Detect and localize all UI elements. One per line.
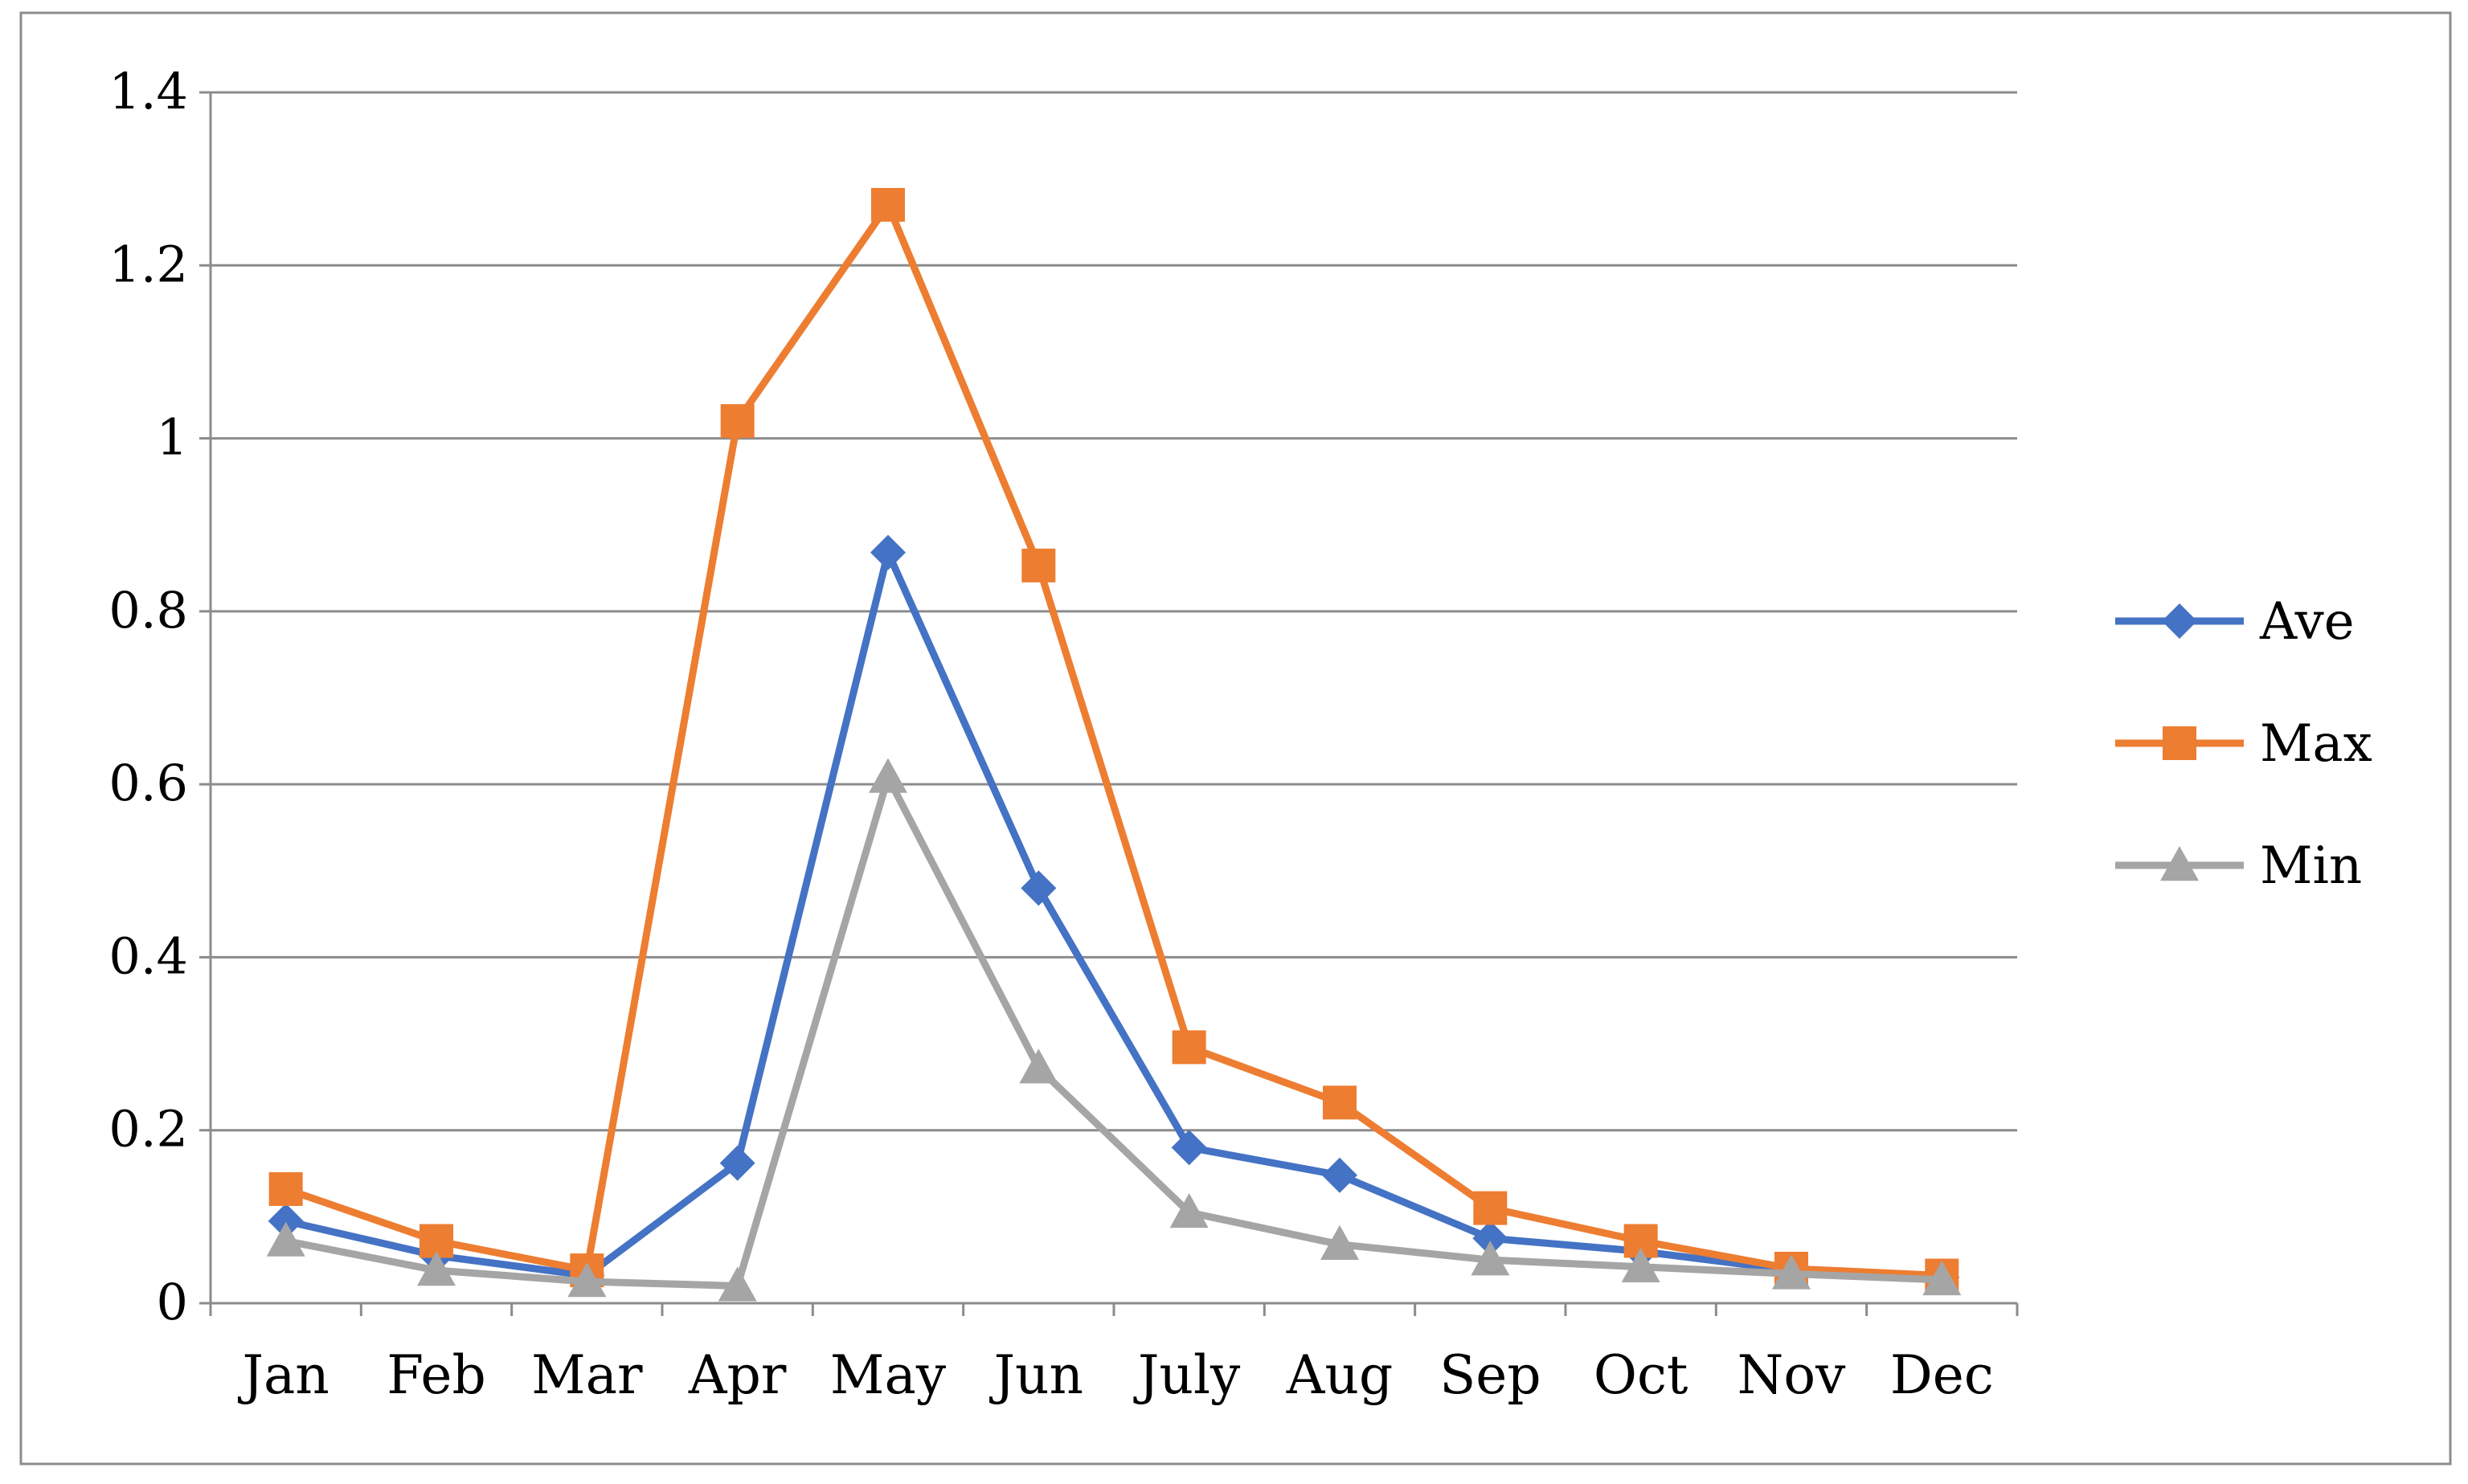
legend-marker-min [2160,846,2199,881]
y-tick-label: 0.4 [108,926,188,985]
point-max-aug [1323,1085,1357,1120]
y-tick-label: 1.2 [108,235,188,293]
x-tick-label-may: May [830,1344,947,1406]
point-ave-may [870,534,906,570]
x-tick-label-oct: Oct [1594,1344,1688,1406]
point-min-mar [567,1262,607,1298]
point-min-feb [417,1251,456,1286]
legend-item-max: Max [2115,714,2372,774]
y-tick-label: 0.8 [108,581,188,640]
point-ave-aug [1322,1157,1357,1193]
legend-marker-ave [2162,603,2197,639]
point-max-apr [720,404,755,439]
point-min-oct [1621,1247,1660,1282]
legend-item-min: Min [2115,836,2362,896]
x-tick-label-july: July [1133,1344,1241,1406]
series-line-max [284,201,1942,1280]
y-tick-label: 0.2 [108,1100,188,1159]
series-lines [266,187,1962,1302]
point-min-dec [1922,1260,1962,1296]
y-tick-labels: 0 0.2 0.4 0.6 0.8 1 1.2 1.4 [108,62,188,1331]
x-tick-label-nov: Nov [1737,1344,1846,1406]
point-max-jan [268,1171,303,1206]
point-min-jun [1019,1049,1058,1084]
series-ave [268,534,1960,1295]
point-min-jan [266,1221,305,1257]
series-line-min [284,774,1942,1290]
point-max-sep [1473,1191,1508,1225]
axes [199,91,2019,1316]
point-max-jun [1021,548,1056,583]
legend-item-ave: Ave [2115,592,2355,652]
series-min [266,758,1962,1302]
legend-label-ave: Ave [2259,592,2355,652]
legend-marker-max [2163,726,2196,760]
point-ave-sep [1472,1220,1508,1257]
legend: Ave Max Min [2115,592,2372,896]
x-tick-label-sep: Sep [1439,1344,1541,1406]
y-tick-label: 0 [157,1273,188,1331]
point-ave-jan [268,1203,304,1239]
point-max-july [1172,1030,1206,1065]
point-min-apr [718,1266,757,1302]
x-tick-label-aug: Aug [1286,1344,1393,1406]
y-tick-label: 1 [157,408,188,467]
point-min-july [1169,1192,1209,1228]
x-tick-label-apr: Apr [688,1344,787,1406]
legend-label-max: Max [2260,714,2372,774]
point-min-aug [1320,1224,1359,1261]
x-tick-label-mar: Mar [531,1344,643,1406]
x-tick-label-feb: Feb [387,1344,486,1406]
x-tick-label-jun: Jun [989,1344,1083,1406]
point-min-nov [1772,1254,1811,1290]
point-ave-jun [1021,870,1057,906]
series-line-ave [284,549,1942,1282]
legend-label-min: Min [2260,836,2362,896]
x-tick-labels: Jan Feb Mar Apr May Jun July Aug Sep Oct Nov Dec [238,1344,1994,1406]
point-min-sep [1471,1241,1510,1276]
point-ave-apr [719,1145,755,1181]
point-max-may [871,187,905,222]
y-tick-label: 1.4 [108,62,188,121]
gridlines [211,91,2017,1132]
x-tick-label-jan: Jan [238,1344,329,1406]
x-tick-label-dec: Dec [1890,1344,1994,1406]
y-tick-label: 0.6 [108,754,188,812]
point-min-may [869,758,907,793]
point-ave-july [1171,1130,1207,1166]
